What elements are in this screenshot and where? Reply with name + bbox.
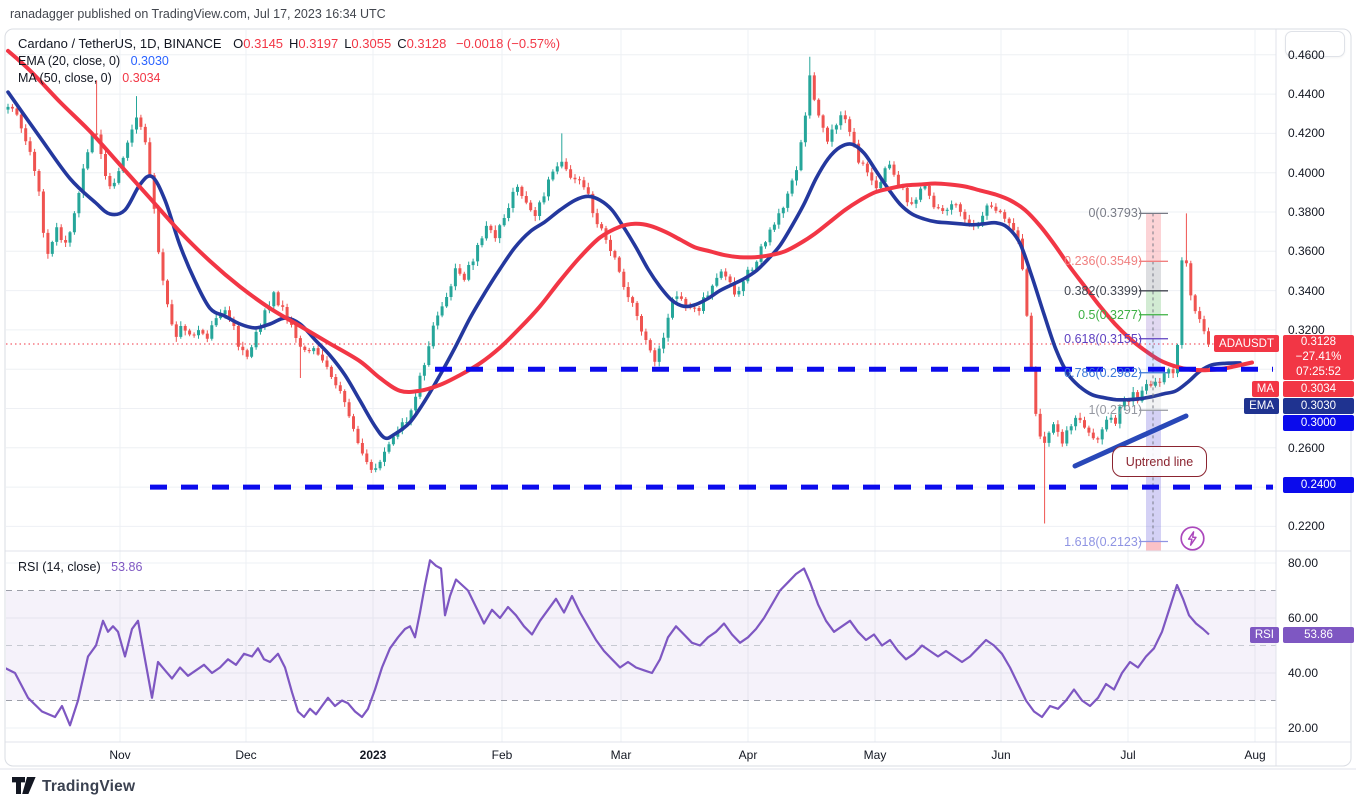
time-axis-label-Jul[interactable]: Jul bbox=[1120, 748, 1136, 762]
price-scale-label-0.3400[interactable]: 0.3400 bbox=[1288, 283, 1325, 298]
fib-level-label: 0.5(0.3277) bbox=[1078, 307, 1142, 322]
uptrend-line-label: Uptrend line bbox=[1125, 454, 1194, 469]
time-axis-label-Dec[interactable]: Dec bbox=[235, 748, 257, 762]
published-header: ranadagger published on TradingView.com,… bbox=[10, 7, 386, 21]
ema-value: 0.3030 bbox=[130, 54, 169, 68]
rsi-scale-label-20.00[interactable]: 20.00 bbox=[1288, 721, 1319, 735]
rsi-value: 53.86 bbox=[111, 560, 143, 574]
ema-legend-row[interactable]: EMA (20, close, 0) 0.3030 bbox=[18, 54, 169, 68]
level-0300-badge-line: 0.3000 bbox=[1300, 416, 1337, 429]
symbol-price-badge-line: 07:25:52 bbox=[1296, 366, 1341, 378]
price-scale-label-0.2600[interactable]: 0.2600 bbox=[1288, 440, 1325, 455]
ma-tag: MA bbox=[1251, 381, 1279, 397]
fib-level-label: 1.618(0.2123) bbox=[1064, 534, 1142, 549]
rsi-label: RSI (14, close) bbox=[18, 560, 101, 574]
rsi-line bbox=[6, 559, 1210, 727]
ohlc-value: 0.3055 bbox=[351, 36, 392, 51]
ma50-line bbox=[6, 48, 1254, 394]
candle-bodies-down bbox=[10, 75, 1210, 470]
tradingview-logo[interactable] bbox=[12, 776, 36, 801]
change-value: −0.0018 (−0.57%) bbox=[455, 36, 561, 51]
level-0240-badge: 0.2400 bbox=[1283, 477, 1354, 493]
rsi-value-badge-line: 53.86 bbox=[1304, 628, 1333, 641]
lightning-icon[interactable] bbox=[1179, 525, 1206, 557]
price-scale-label-0.3800[interactable]: 0.3800 bbox=[1288, 205, 1325, 219]
ma-legend-row[interactable]: MA (50, close, 0) 0.3034 bbox=[18, 71, 161, 85]
price-scale-label-0.3200[interactable]: 0.3200 bbox=[1288, 322, 1325, 337]
price-scale-label-0.3600[interactable]: 0.3600 bbox=[1288, 244, 1325, 259]
candle-wicks-down bbox=[11, 72, 1209, 524]
scale-settings-button[interactable] bbox=[1285, 31, 1345, 57]
symbol-price-badge-line: −27.41% bbox=[1295, 351, 1342, 363]
rsi-pane bbox=[6, 559, 1276, 727]
fib-level-label: 0.382(0.3399) bbox=[1064, 283, 1142, 298]
fib-level-label: 0.786(0.2982) bbox=[1064, 365, 1142, 380]
symbol-tag: ADAUSDT bbox=[1214, 335, 1279, 352]
time-axis-label-Feb[interactable]: Feb bbox=[491, 748, 513, 762]
uptrend-line-callout: Uptrend line bbox=[1112, 446, 1207, 477]
time-axis-label-Aug[interactable]: Aug bbox=[1244, 748, 1266, 762]
level-0240-badge-line: 0.2400 bbox=[1300, 478, 1337, 491]
level-0300-badge: 0.3000 bbox=[1283, 415, 1354, 431]
rsi-legend-row[interactable]: RSI (14, close) 53.86 bbox=[18, 560, 142, 574]
ohlc-value: 0.3197 bbox=[298, 36, 339, 51]
price-scale-label-0.4200[interactable]: 0.4200 bbox=[1288, 126, 1325, 141]
tradingview-logo-icon bbox=[12, 777, 36, 794]
ma-value-badge-line: 0.3034 bbox=[1300, 382, 1337, 395]
time-axis-label-Apr[interactable]: Apr bbox=[738, 748, 758, 762]
symbol-price-badge: 0.3128 −27.41% 07:25:52 bbox=[1283, 335, 1354, 380]
price-scale-label-0.4000[interactable]: 0.4000 bbox=[1288, 165, 1325, 180]
ma-value-badge: 0.3034 bbox=[1283, 381, 1354, 397]
fib-level-label: 0.618(0.3155) bbox=[1064, 331, 1142, 346]
price-scale-label-0.4600[interactable]: 0.4600 bbox=[1288, 47, 1325, 62]
symbol-price-badge-line: 0.3128 bbox=[1300, 336, 1337, 348]
time-axis-label-2023[interactable]: 2023 bbox=[359, 748, 387, 762]
main-pane bbox=[6, 48, 1276, 524]
uptrend-trendline bbox=[1072, 413, 1189, 469]
rsi-scale-label-60.00[interactable]: 60.00 bbox=[1288, 611, 1319, 625]
ma-label: MA (50, close, 0) bbox=[18, 71, 112, 85]
ohlc-key: L bbox=[344, 36, 352, 51]
ohlc-value: 0.3128 bbox=[406, 36, 447, 51]
rsi-value-badge: 53.86 bbox=[1283, 627, 1354, 643]
ema-value-badge-line: 0.3030 bbox=[1300, 399, 1337, 412]
candle-wicks-up bbox=[7, 56, 1183, 473]
tradingview-wordmark: TradingView bbox=[42, 778, 136, 795]
rsi-tag: RSI bbox=[1249, 627, 1279, 643]
fib-level-label: 1(0.2791) bbox=[1088, 403, 1142, 418]
time-axis-label-Nov[interactable]: Nov bbox=[109, 748, 131, 762]
ma-value: 0.3034 bbox=[122, 71, 161, 85]
ohlc-key: H bbox=[289, 36, 299, 51]
ohlc-key: C bbox=[397, 36, 407, 51]
time-axis-label-Mar[interactable]: Mar bbox=[610, 748, 632, 762]
price-scale-label-0.2200[interactable]: 0.2200 bbox=[1288, 519, 1325, 534]
ohlc-key: O bbox=[233, 36, 244, 51]
ema-value-badge: 0.3030 bbox=[1283, 398, 1354, 414]
chart-border bbox=[4, 28, 1352, 767]
time-axis-label-May[interactable]: May bbox=[863, 748, 887, 762]
fib-level-label: 0.236(0.3549) bbox=[1064, 254, 1142, 269]
ema-tag: EMA bbox=[1244, 398, 1279, 414]
price-scale-label-0.4400[interactable]: 0.4400 bbox=[1288, 87, 1325, 102]
ema20-line bbox=[6, 90, 1242, 441]
symbol-legend-row[interactable]: Cardano / TetherUS, 1D, BINANCE O0.3145 H… bbox=[18, 36, 560, 51]
fib-level-label: 0(0.3793) bbox=[1088, 206, 1142, 221]
candle-bodies-up bbox=[6, 75, 1184, 470]
ohlc-value: 0.3145 bbox=[243, 36, 284, 51]
time-axis-label-Jun[interactable]: Jun bbox=[991, 748, 1011, 762]
rsi-scale-label-40.00[interactable]: 40.00 bbox=[1288, 666, 1319, 680]
ohlc-values: O0.3145 H0.3197 L0.3055 C0.3128 bbox=[233, 36, 452, 51]
symbol-title: Cardano / TetherUS, 1D, BINANCE bbox=[18, 36, 222, 51]
ema-label: EMA (20, close, 0) bbox=[18, 54, 121, 68]
rsi-scale-label-80.00[interactable]: 80.00 bbox=[1288, 556, 1319, 570]
